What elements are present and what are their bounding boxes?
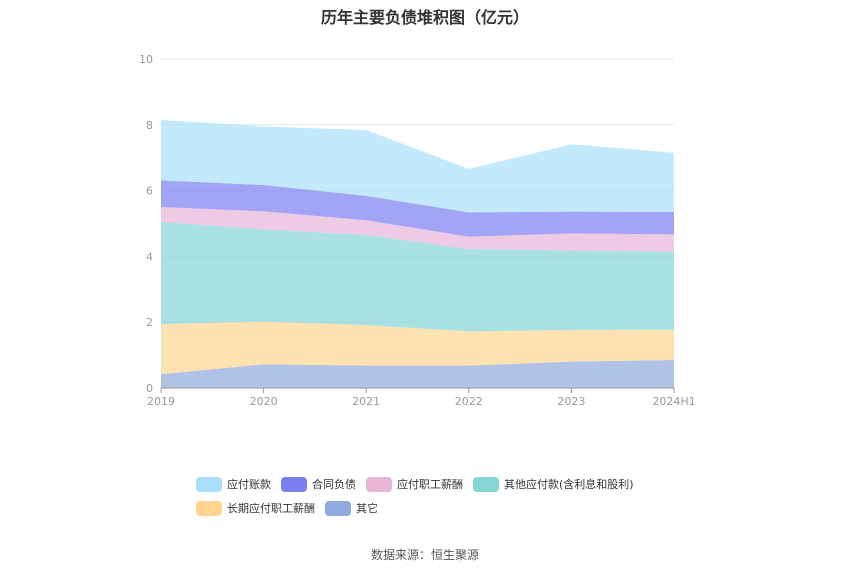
area-series-1 — [161, 321, 674, 375]
legend-item[interactable]: 合同负债 — [281, 476, 356, 492]
legend-label: 长期应付职工薪酬 — [227, 502, 315, 515]
chart-title: 历年主要负债堆积图（亿元） — [320, 8, 529, 27]
area-series-5 — [161, 119, 674, 213]
y-tick-label: 2 — [146, 316, 153, 329]
x-tick-label: 2024H1 — [652, 395, 695, 408]
legend-swatch — [366, 476, 392, 492]
legend-item[interactable]: 其它 — [325, 500, 378, 516]
x-tick-label: 2019 — [147, 395, 175, 408]
legend-label: 其它 — [356, 502, 378, 515]
legend-row: 应付账款 合同负债 应付职工薪酬 其他应付款(含利息和股利) — [196, 472, 696, 496]
area-series-0 — [161, 360, 674, 388]
legend-label: 合同负债 — [312, 478, 356, 491]
y-tick-label: 4 — [146, 250, 153, 263]
legend-swatch — [196, 476, 222, 492]
legend-swatch — [325, 500, 351, 516]
legend-row: 长期应付职工薪酬 其它 — [196, 496, 696, 520]
x-tick-label: 2022 — [455, 395, 483, 408]
y-tick-label: 8 — [146, 119, 153, 132]
legend-item[interactable]: 其他应付款(含利息和股利) — [473, 476, 634, 492]
x-tick-label: 2023 — [557, 395, 585, 408]
area-series-2 — [161, 221, 674, 332]
legend-swatch — [281, 476, 307, 492]
legend-item[interactable]: 应付职工薪酬 — [366, 476, 463, 492]
legend-swatch — [473, 476, 499, 492]
area-series — [161, 119, 674, 388]
legend-label: 应付职工薪酬 — [397, 478, 463, 491]
legend-item[interactable]: 长期应付职工薪酬 — [196, 500, 315, 516]
y-tick-label: 6 — [146, 185, 153, 198]
source-note: 数据来源：恒生聚源 — [370, 548, 479, 562]
y-tick-label: 0 — [146, 382, 153, 395]
legend-label: 其他应付款(含利息和股利) — [504, 478, 634, 491]
y-tick-label: 10 — [139, 53, 153, 66]
x-tick-label: 2020 — [250, 395, 278, 408]
legend-item[interactable]: 应付账款 — [196, 476, 271, 492]
axes: 0 2 4 6 8 10 2019 2020 2021 2022 2023 2024H1 — [139, 53, 696, 408]
legend: 应付账款 合同负债 应付职工薪酬 其他应付款(含利息和股利) 长期应付职工薪酬 其它 — [196, 472, 696, 520]
legend-swatch — [196, 500, 222, 516]
legend-label: 应付账款 — [227, 478, 271, 491]
area-series-3 — [161, 207, 674, 252]
x-tick-label: 2021 — [352, 395, 380, 408]
area-series-4 — [161, 180, 674, 237]
